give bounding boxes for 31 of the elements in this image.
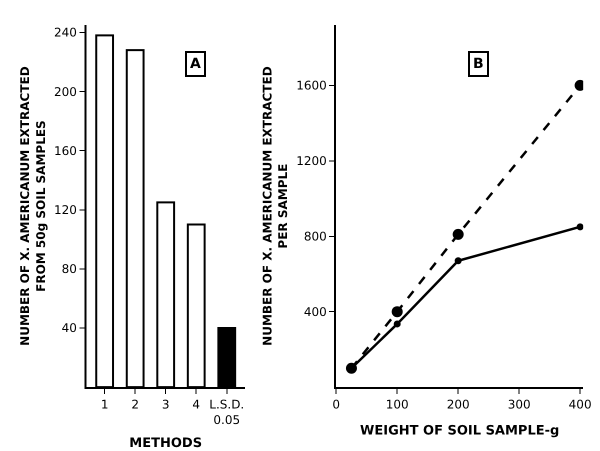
text: B [473,56,484,72]
x-tick-label: 300 [508,398,531,412]
y-tick-label: 1200 [296,154,327,168]
point [452,228,464,240]
x-tick-label: L.S.D. 0.05 [209,398,244,428]
y-tick-label: 200 [54,84,77,99]
point [576,223,584,230]
y-tick-label: 120 [54,202,77,217]
x-tick-label: 200 [446,398,470,412]
x-tick-label: 400 [568,398,592,412]
x-axis-title: WEIGHT OF SOIL SAMPLE-g [360,424,560,439]
x-tick-label: 3 [162,398,170,412]
x-tick-label: 4 [192,398,200,412]
y-tick-label: 1600 [296,78,327,93]
point [394,320,401,328]
x-tick-label: 0 [332,398,340,412]
text: A [190,56,201,72]
x-tick-label: 100 [386,398,409,412]
y-tick-label: 80 [62,262,77,276]
y-axis-title: NUMBER OF X. AMERICANUM EXTRACTED FROM 50g SOIL SAMPLES [18,66,48,346]
x-tick-label: 2 [131,398,139,412]
point [392,306,403,318]
y-tick-label: 40 [62,321,77,336]
y-tick-label: 400 [304,304,327,319]
y-tick-label: 800 [304,229,327,244]
y-tick-label: 240 [54,26,77,40]
x-axis-title: METHODS [129,436,202,451]
y-tick-label: 160 [54,144,77,158]
point [454,257,462,264]
y-axis-title: NUMBER OF X. AMERICANUM EXTRACTED PER SAMPLE [260,66,290,346]
x-tick-label: 1 [100,398,108,412]
